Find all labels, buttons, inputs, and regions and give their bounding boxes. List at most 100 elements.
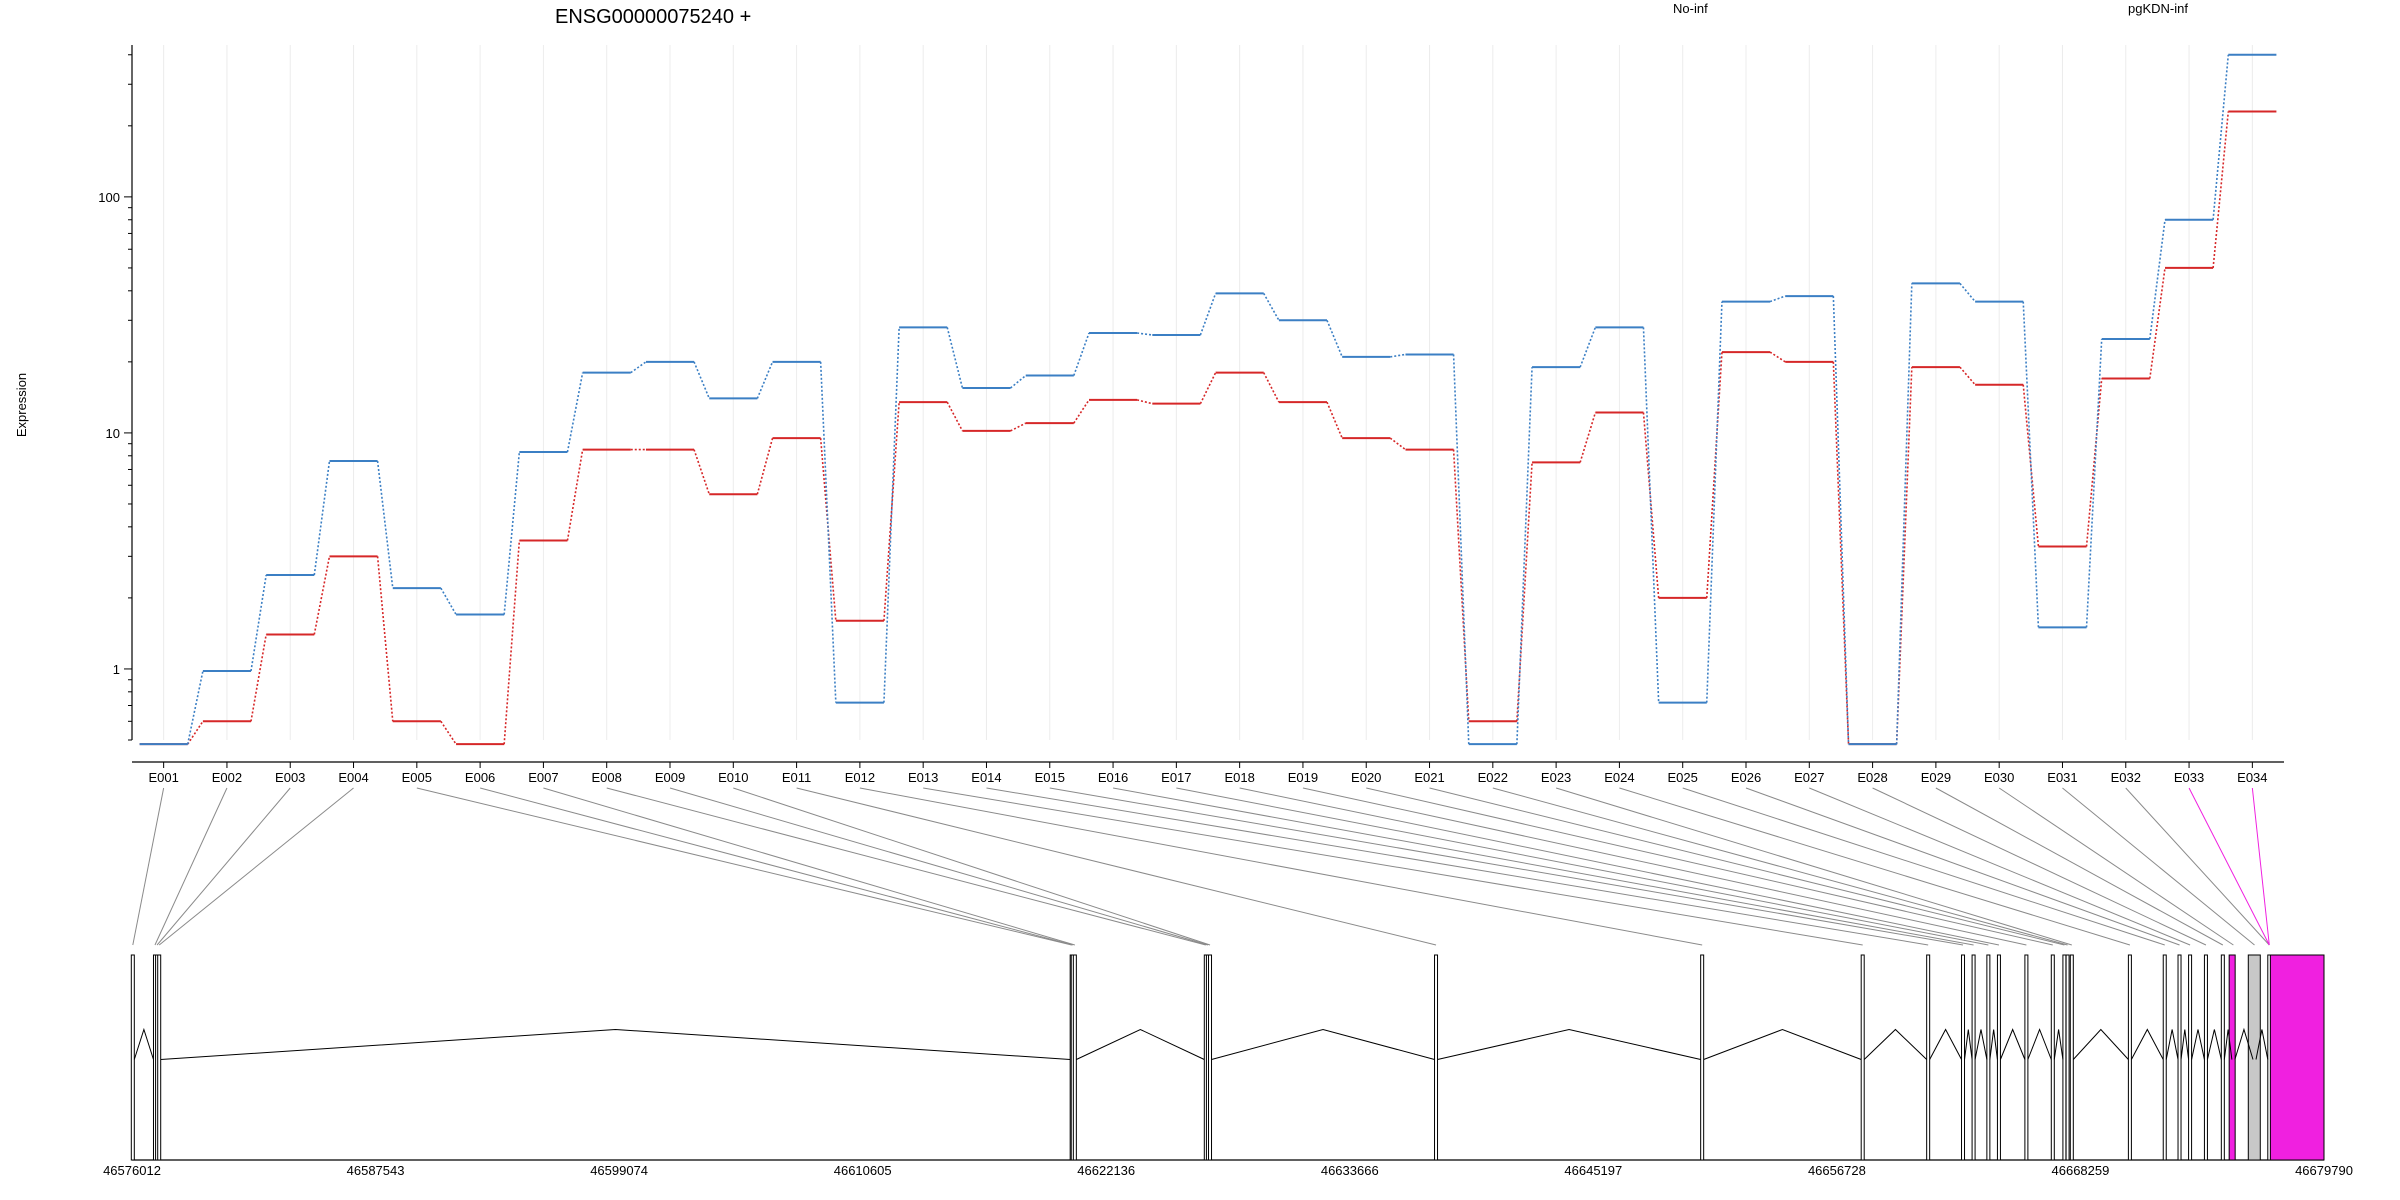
x-tick-label: E004 [338, 770, 368, 785]
exon-box [1996, 954, 2001, 1161]
exon-connector [1429, 787, 2065, 946]
exon-highlight [2228, 954, 2236, 1161]
exon-connector [606, 787, 1206, 946]
series-connector [819, 438, 837, 621]
series-connector [1137, 332, 1153, 336]
intron-line [2027, 1028, 2052, 1060]
series-connector [1832, 296, 1850, 745]
exon-connector [923, 787, 1863, 946]
x-tick-label: E023 [1541, 770, 1571, 785]
intron-line [1211, 1028, 1435, 1060]
intron-line [1437, 1028, 1701, 1060]
y-tick-label: 1 [113, 662, 120, 677]
exon-box [130, 954, 135, 1161]
x-tick-label: E020 [1351, 770, 1381, 785]
x-tick-label: E001 [148, 770, 178, 785]
series-connector [1895, 283, 1913, 745]
exon-connector [669, 787, 1209, 946]
series-connector [756, 361, 774, 399]
series-connector [1832, 361, 1850, 745]
x-tick-label: E031 [2047, 770, 2077, 785]
y-tick-label: 10 [106, 426, 120, 441]
y-axis-label: Expression [14, 373, 29, 437]
intron-line [1076, 1028, 1205, 1060]
series-connector [1390, 353, 1406, 358]
series-connector [376, 556, 394, 722]
x-tick-label: E015 [1035, 770, 1065, 785]
series-connector [1389, 437, 1406, 451]
series-connector [693, 361, 710, 399]
x-tick-label: E022 [1478, 770, 1508, 785]
exon-box [1072, 954, 1077, 1161]
series-connector [1895, 367, 1913, 745]
series-connector [503, 540, 521, 745]
series-connector [630, 361, 647, 374]
coordinate-label: 46633666 [1321, 1163, 1379, 1178]
x-tick-label: E028 [1857, 770, 1887, 785]
series-connector [1452, 354, 1470, 745]
x-tick-label: E018 [1224, 770, 1254, 785]
exon-connector [479, 787, 1073, 946]
series-connector [1516, 367, 1533, 745]
series-connector [440, 587, 457, 615]
exon-connector [1112, 787, 1974, 946]
exon-box [2024, 954, 2029, 1161]
x-tick-label: E024 [1604, 770, 1634, 785]
coordinate-label: 46645197 [1564, 1163, 1622, 1178]
series-connector [1073, 399, 1090, 424]
x-tick-label: E019 [1288, 770, 1318, 785]
exon-box [1700, 954, 1705, 1161]
x-tick-label: E030 [1984, 770, 2014, 785]
x-tick-label: E014 [971, 770, 1001, 785]
x-tick-label: E016 [1098, 770, 1128, 785]
series-connector [1199, 372, 1217, 405]
series-connector [883, 402, 900, 621]
exon-connector [132, 787, 165, 946]
series-connector [2149, 267, 2166, 379]
exon-connector [543, 787, 1075, 946]
series-connector [1959, 282, 1976, 303]
exon-box [2177, 954, 2182, 1161]
exon-box [2069, 954, 2074, 1161]
x-tick-label: E002 [212, 770, 242, 785]
x-tick-label: E021 [1414, 770, 1444, 785]
intron-line [1999, 1028, 2026, 1060]
gene-model [130, 954, 2325, 1161]
exon-box [2188, 954, 2193, 1161]
x-tick-label: E013 [908, 770, 938, 785]
exon-connector-lines [132, 787, 2270, 946]
exon-connector [1809, 787, 2191, 946]
intron-line [1929, 1028, 1962, 1060]
intron-line [2223, 1029, 2233, 1060]
exon-box [1208, 954, 1213, 1161]
series-connector [693, 449, 710, 495]
exon-connector [986, 787, 1929, 946]
x-tick-label: E034 [2237, 770, 2267, 785]
series-connector [187, 720, 204, 745]
exon-box [2203, 954, 2208, 1161]
coordinate-label: 46610605 [834, 1163, 892, 1178]
coordinate-label: 46576012 [103, 1163, 161, 1178]
series-No-inf [139, 110, 2277, 746]
series-connector [1769, 351, 1786, 363]
series-connector [1136, 399, 1153, 405]
exon-box [1986, 954, 1991, 1161]
series-connector [250, 634, 267, 722]
series-connector [1959, 366, 1976, 386]
coordinate-label: 46599074 [590, 1163, 648, 1178]
legend-pgkdn-inf: pgKDN-inf [2128, 1, 2188, 16]
series-connector [2085, 378, 2103, 547]
exon-box [2065, 954, 2070, 1161]
series-connector [1199, 293, 1217, 336]
exon-unused [2247, 954, 2261, 1161]
series-connector [946, 327, 964, 389]
x-tick-label: E025 [1668, 770, 1698, 785]
series-connector [566, 372, 584, 453]
y-tick-label: 100 [98, 190, 120, 205]
exon-connector [2188, 787, 2270, 946]
x-tick-label: E006 [465, 770, 495, 785]
exon-connector [1998, 787, 2234, 946]
series-connector [1642, 327, 1660, 703]
x-tick-label: E029 [1921, 770, 1951, 785]
series-connector [440, 720, 457, 745]
